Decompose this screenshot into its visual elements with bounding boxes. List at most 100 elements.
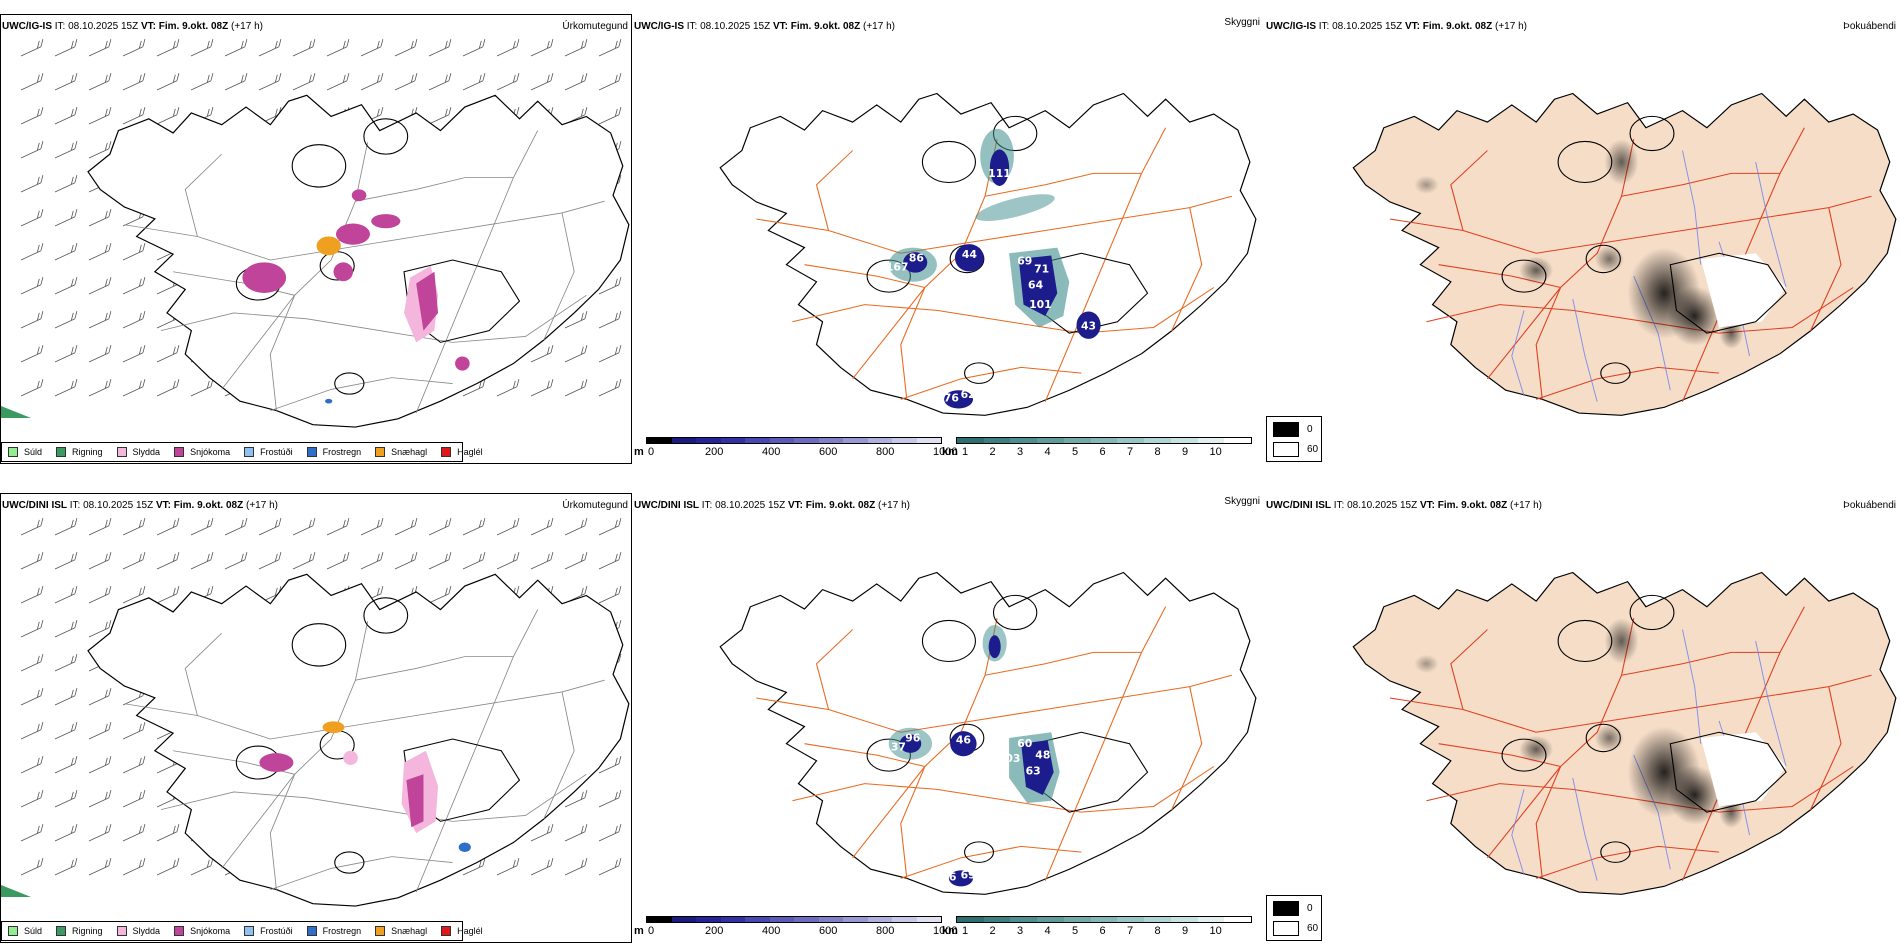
wind-barb: [122, 379, 146, 397]
height-swatch: [769, 438, 794, 443]
fog-key-high: 0: [1273, 901, 1313, 916]
wind-barb: [20, 586, 44, 604]
wind-barb: [54, 858, 78, 876]
wind-barb: [54, 722, 78, 740]
legend-swatch: [244, 926, 255, 936]
wind-barb: [564, 39, 588, 57]
wind-barb: [462, 552, 486, 570]
wind-barb: [598, 824, 622, 842]
wind-barb: [224, 39, 248, 57]
wind-barb: [496, 39, 520, 57]
legend-swatch: [56, 447, 67, 457]
legend-item: Rigning: [56, 926, 103, 936]
wind-barb: [122, 722, 146, 740]
legend-swatch: [375, 447, 386, 457]
wind-barb: [122, 858, 146, 876]
visibility-tick: 5: [1072, 925, 1079, 937]
legend-label: Snjókoma: [190, 447, 231, 457]
it-value: 08.10.2025 15Z: [68, 21, 139, 32]
wind-barb: [258, 39, 282, 57]
legend-swatch: [375, 926, 386, 936]
wind-barb: [530, 824, 554, 842]
visibility-unit: km: [942, 446, 958, 458]
wind-barb: [598, 73, 622, 91]
wind-barb: [88, 39, 112, 57]
wind-barb: [258, 552, 282, 570]
wind-barb: [530, 39, 554, 57]
visibility-swatch: [1063, 917, 1091, 922]
legend-label: Frostúði: [260, 447, 293, 457]
cloud-base-label: 60: [1017, 738, 1032, 750]
height-tick: 1000: [933, 446, 958, 458]
legend-swatch: [244, 447, 255, 457]
wind-barb: [360, 552, 384, 570]
wind-barb: [598, 586, 622, 604]
cloud-base-label: 48: [1035, 750, 1050, 762]
height-swatch: [818, 438, 843, 443]
wind-barb: [530, 345, 554, 363]
height-tick: 200: [705, 446, 724, 458]
wind-barb: [156, 345, 180, 363]
wind-barb: [122, 790, 146, 808]
visibility-colorbar: km 1 2 3 4 5 6 7 8 9 10: [942, 916, 1252, 942]
height-swatch: [720, 438, 745, 443]
wind-barb: [598, 552, 622, 570]
wind-barb: [88, 518, 112, 536]
visibility-swatch: [1170, 917, 1198, 922]
wind-barb: [54, 654, 78, 672]
wind-barb: [54, 824, 78, 842]
fog-key: 0 60: [1266, 895, 1322, 941]
legend-label: Snæhagl: [391, 447, 428, 457]
legend-label: Rigning: [72, 926, 103, 936]
visibility-swatch: [1170, 438, 1198, 443]
wind-barb: [156, 39, 180, 57]
row-0: UWC/IG-IS IT: 08.10.2025 15Z VT: Fim. 9.…: [0, 14, 1900, 464]
cloud-base-label: 37: [891, 742, 906, 754]
fog-key-white-box: [1273, 442, 1299, 457]
wind-barb: [462, 379, 486, 397]
visibility-colorbar: km 1 2 3 4 5 6 7 8 9 10: [942, 437, 1252, 463]
visibility-strip: [956, 437, 1252, 444]
iceland-coastline: [719, 92, 1257, 416]
wind-barb: [88, 73, 112, 91]
precip-snow-area: [242, 262, 287, 293]
wind-barb: [156, 552, 180, 570]
visibility-strip: [956, 916, 1252, 923]
wind-barb: [156, 586, 180, 604]
wind-barb: [394, 39, 418, 57]
model-name: UWC/DINI ISL: [634, 500, 699, 511]
legend-item: Haglél: [441, 926, 483, 936]
wind-barb: [326, 39, 350, 57]
fog-key-high-label: 0: [1307, 424, 1313, 435]
wind-barb: [20, 858, 44, 876]
cloud-base-label: 69: [961, 870, 976, 882]
legend-item: Slydda: [116, 926, 160, 936]
cloud-base-label: 167: [886, 262, 909, 274]
fog-map: [1352, 571, 1897, 895]
wind-barb: [462, 73, 486, 91]
legend-swatch: [306, 926, 317, 936]
iceland-coastline: [87, 573, 630, 907]
wind-barb: [122, 518, 146, 536]
wind-barb: [54, 518, 78, 536]
height-swatch: [867, 917, 892, 922]
cloud-panel: UWC/IG-IS IT: 08.10.2025 15Z VT: Fim. 9.…: [634, 14, 1260, 464]
wind-barb: [122, 824, 146, 842]
wind-barb: [20, 518, 44, 536]
wind-barb: [496, 858, 520, 876]
vt-value: Fim. 9.okt. 08Z: [158, 21, 229, 32]
vt-value: Fim. 9.okt. 08Z: [1437, 500, 1508, 511]
cloud-base-label: 69: [1017, 256, 1032, 268]
legend-label: Haglél: [457, 926, 483, 936]
wind-barb: [428, 518, 452, 536]
precip-panel: UWC/IG-IS IT: 08.10.2025 15Z VT: Fim. 9.…: [0, 14, 632, 464]
wind-barb: [122, 73, 146, 91]
cloud-base-label: 62: [961, 389, 976, 401]
wind-barb: [190, 552, 214, 570]
precip-legend: Súld Rigning Slydda Snjókoma Frostúði Fr…: [1, 921, 483, 941]
wind-barb: [326, 518, 350, 536]
cloud-base-label: 43: [1081, 321, 1096, 333]
legend-item: Frostúði: [244, 447, 293, 457]
wind-barb: [598, 858, 622, 876]
